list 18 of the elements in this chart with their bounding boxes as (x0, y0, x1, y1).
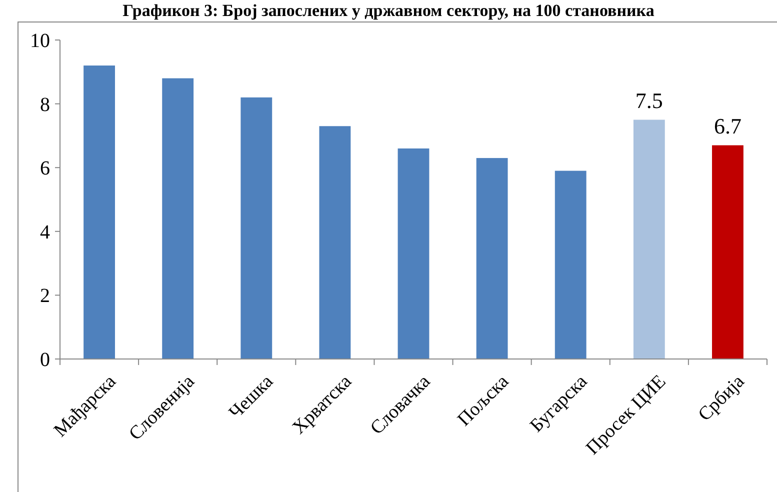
bar (319, 126, 351, 359)
y-tick-label: 2 (40, 285, 50, 308)
bar (554, 170, 586, 359)
bar (162, 78, 194, 359)
y-tick-label: 6 (40, 158, 50, 180)
bar (476, 158, 508, 359)
bar (84, 66, 115, 359)
data-label: 7.5 (635, 88, 663, 113)
data-label: 6.7 (714, 113, 742, 138)
chart-title: Графикон 3: Број запослених у државном сектору, на 100 становника (122, 1, 655, 20)
bar (633, 120, 665, 359)
y-tick-label: 8 (40, 94, 50, 116)
bar (240, 97, 272, 359)
bar (398, 148, 430, 359)
y-tick-label: 10 (30, 30, 50, 52)
y-tick-label: 0 (40, 349, 50, 371)
y-tick-label: 4 (40, 221, 50, 244)
bar (712, 145, 744, 359)
